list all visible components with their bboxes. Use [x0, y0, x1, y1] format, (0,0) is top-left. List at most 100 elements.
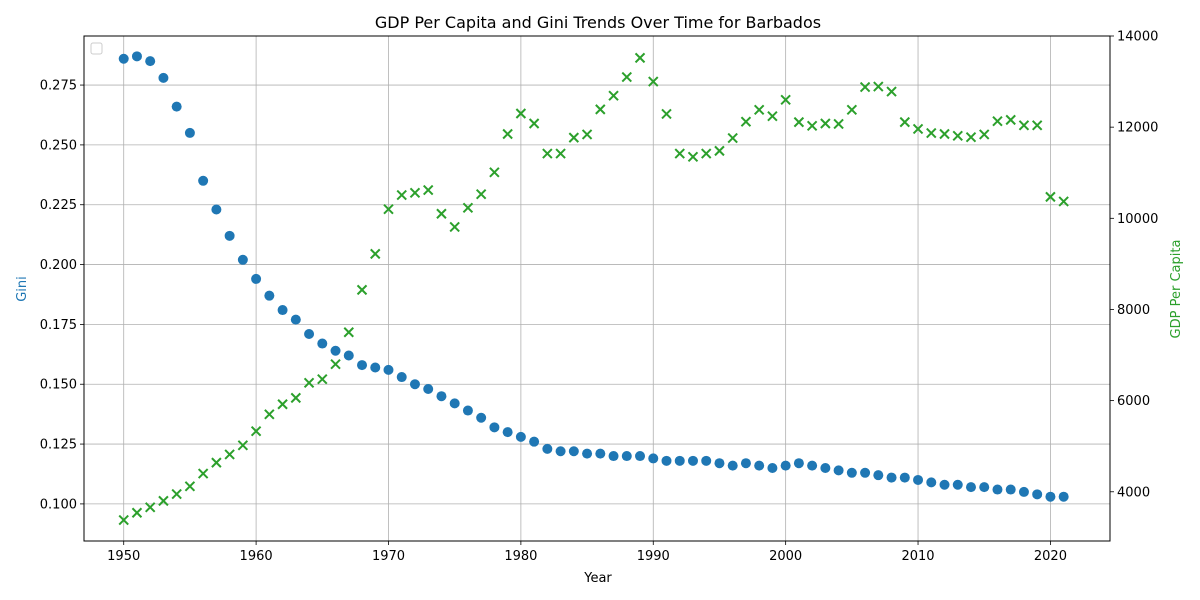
gdp-point — [555, 148, 566, 159]
y-right-tick-label: 8000 — [1117, 303, 1150, 318]
gini-point — [158, 72, 169, 83]
gdp-point — [926, 127, 937, 139]
gini-point — [529, 436, 540, 447]
gini-point — [820, 463, 831, 474]
gini-point — [184, 127, 195, 138]
gdp-point — [1045, 191, 1056, 203]
gdp-point — [489, 167, 500, 178]
gini-point — [436, 391, 447, 402]
gini-point — [833, 465, 844, 476]
y-left-tick-label: 0.150 — [40, 378, 77, 393]
y-axis-title-right: GDP Per Capita — [1169, 240, 1184, 339]
gdp-point — [806, 120, 818, 131]
y-left-tick-label: 0.250 — [40, 138, 77, 153]
gdp-point — [131, 507, 143, 518]
gini-point — [237, 254, 248, 265]
gini-point — [277, 305, 288, 316]
gdp-point — [833, 118, 844, 130]
gdp-point — [436, 208, 447, 219]
x-tick-label: 1950 — [107, 549, 140, 564]
gini-point — [224, 230, 235, 241]
gini-point — [568, 446, 579, 457]
gini-point — [793, 458, 804, 469]
y-right-tick-label: 4000 — [1117, 485, 1150, 500]
gini-point — [648, 453, 659, 464]
gdp-point — [422, 184, 434, 196]
gdp-point — [528, 118, 540, 129]
gdp-point — [740, 116, 752, 127]
gdp-point — [542, 148, 553, 159]
gini-point — [555, 446, 566, 457]
gdp-point — [502, 128, 513, 140]
gdp-point — [515, 108, 527, 119]
gini-point — [251, 273, 262, 284]
gini-point — [118, 53, 129, 64]
gdp-point — [330, 358, 341, 370]
gdp-point — [992, 116, 1003, 127]
gini-point — [1018, 486, 1029, 497]
gini-point — [462, 405, 473, 416]
gini-point — [171, 101, 182, 112]
plot-frame — [83, 35, 1111, 542]
gdp-point — [899, 116, 911, 128]
gdp-point — [144, 502, 156, 513]
data-marks — [118, 51, 1069, 526]
x-tick-label: 1960 — [240, 549, 273, 564]
x-axis-title: Year — [583, 571, 612, 586]
gini-point — [264, 290, 275, 301]
gdp-point — [277, 399, 288, 410]
x-tick-label: 1970 — [372, 549, 405, 564]
gini-point — [304, 328, 315, 339]
gini-point — [939, 479, 950, 490]
gini-point — [317, 338, 328, 349]
y-left-tick-label: 0.100 — [40, 497, 77, 512]
gini-point — [807, 460, 818, 471]
gdp-point — [1005, 114, 1016, 126]
gini-point — [502, 427, 513, 438]
gdp-point — [634, 52, 646, 64]
gini-point — [846, 467, 857, 478]
gdp-point — [886, 86, 897, 97]
gdp-point — [118, 514, 129, 526]
gdp-point — [343, 327, 354, 338]
gini-point — [886, 472, 897, 483]
gdp-point — [621, 71, 632, 83]
gdp-point — [449, 221, 460, 233]
gini-point — [992, 484, 1003, 495]
y-right-tick-label: 6000 — [1117, 394, 1150, 409]
gdp-point — [753, 104, 765, 116]
gdp-point — [674, 148, 685, 159]
gdp-point — [475, 188, 487, 200]
gdp-point — [595, 104, 606, 115]
gini-point — [899, 472, 910, 483]
gdp-point — [197, 468, 209, 479]
gini-point — [330, 345, 341, 356]
gini-point — [423, 384, 434, 395]
gini-point — [131, 51, 142, 62]
gini-point — [515, 431, 526, 442]
y-left-tick-label: 0.225 — [40, 198, 77, 213]
gdp-point — [648, 76, 659, 87]
gdp-point — [158, 495, 169, 507]
gdp-point — [184, 481, 196, 492]
gini-point — [926, 477, 937, 488]
gini-point — [489, 422, 500, 433]
x-tick-label: 2020 — [1034, 549, 1067, 564]
gdp-point — [171, 488, 182, 500]
gdp-point — [873, 81, 884, 92]
gdp-point — [912, 123, 924, 135]
gdp-point — [780, 94, 791, 106]
gdp-point — [224, 449, 235, 460]
gdp-point — [820, 118, 831, 129]
gini-point — [198, 175, 209, 186]
gini-point — [476, 412, 487, 423]
gini-point — [701, 455, 712, 466]
x-tick-label: 1990 — [637, 549, 670, 564]
gini-point — [687, 455, 698, 466]
grid-lines — [84, 36, 1110, 541]
x-tick-label: 1980 — [504, 549, 537, 564]
legend-box — [90, 42, 103, 55]
gini-point — [290, 314, 301, 325]
gdp-point — [237, 440, 249, 451]
